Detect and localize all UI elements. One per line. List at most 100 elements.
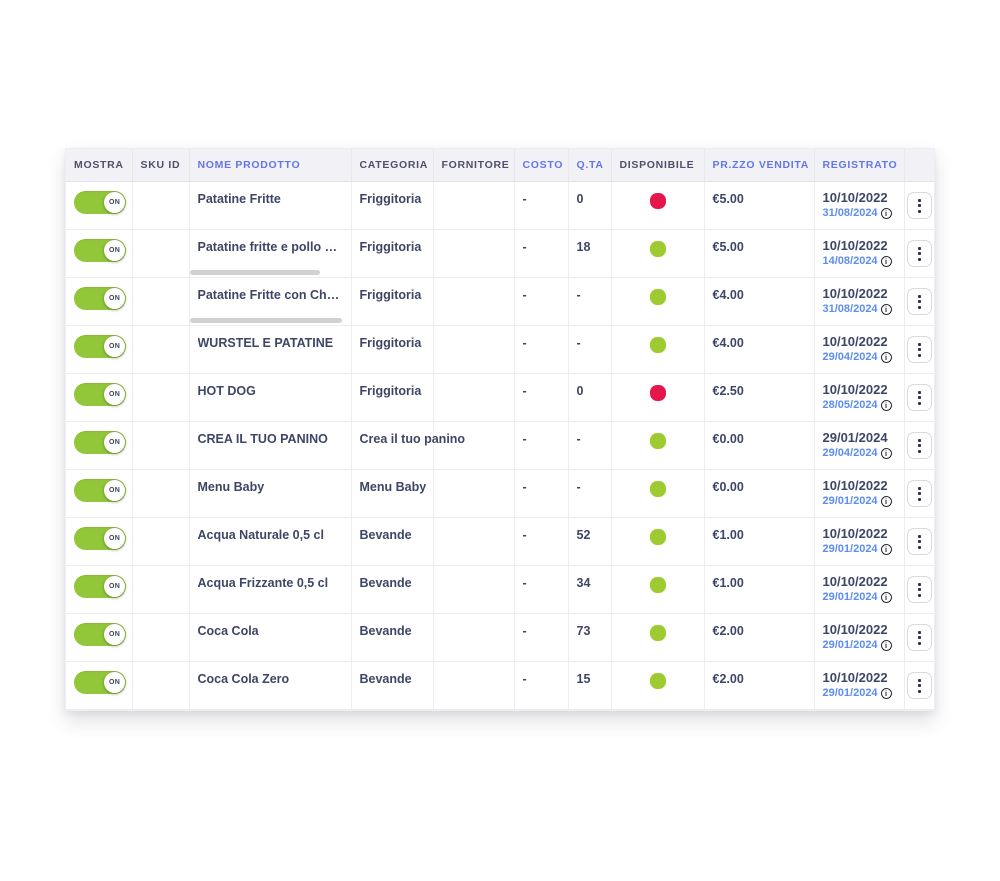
kebab-dot-icon <box>917 252 921 255</box>
info-icon[interactable]: i <box>880 495 892 507</box>
supplier-cell <box>433 277 515 326</box>
availability-dot <box>649 432 666 449</box>
kebab-dot-icon <box>917 641 921 645</box>
kebab-dot-icon <box>917 497 921 501</box>
updated-date: 29/01/2024 <box>822 543 878 556</box>
kebab-dot-icon <box>917 636 921 639</box>
show-toggle[interactable]: ON <box>74 238 126 262</box>
row-actions-button[interactable] <box>906 576 932 603</box>
cost-value: - <box>522 191 527 206</box>
row-actions-button[interactable] <box>906 432 932 459</box>
info-icon[interactable]: i <box>880 687 892 699</box>
row-actions-button[interactable] <box>906 192 932 219</box>
col-header-label: COSTO <box>522 158 564 171</box>
scrollbar-thumb[interactable] <box>189 317 342 323</box>
scrollbar-thumb[interactable] <box>189 269 320 275</box>
row-actions-button[interactable] <box>906 672 932 699</box>
info-icon[interactable]: i <box>880 255 892 267</box>
updated-date: 14/08/2024 <box>822 255 878 268</box>
cost-value: - <box>522 431 527 446</box>
kebab-dot-icon <box>917 198 921 202</box>
row-actions-button[interactable] <box>906 624 932 651</box>
quantity-cell: 15 <box>568 661 612 710</box>
toggle-on-label: ON <box>109 390 120 398</box>
row-actions-button[interactable] <box>906 480 932 507</box>
registered-date: 10/10/2022 <box>822 189 888 205</box>
registered-date: 10/10/2022 <box>822 237 888 253</box>
updated-date: 29/04/2024 <box>822 447 878 460</box>
sale-price-cell: €4.00 <box>704 277 815 326</box>
col-header-registrato[interactable]: REGISTRATO <box>814 149 905 182</box>
kebab-dot-icon <box>917 305 921 309</box>
sale-price-cell: €2.00 <box>704 661 815 710</box>
availability-cell <box>611 277 705 326</box>
show-toggle[interactable]: ON <box>74 382 126 406</box>
category-cell: Crea il tuo panino <box>351 421 465 470</box>
registered-cell: 10/10/2022 31/08/2024 i <box>814 181 905 230</box>
row-actions-button[interactable] <box>906 384 932 411</box>
col-header-label: REGISTRATO <box>822 158 898 171</box>
name-cell-scrollbar[interactable] <box>189 317 351 323</box>
sale-price-cell: €5.00 <box>704 181 815 230</box>
category-cell: Bevande <box>351 613 434 662</box>
row-actions-button[interactable] <box>906 528 932 555</box>
registered-date: 10/10/2022 <box>822 477 888 493</box>
availability-dot <box>649 480 666 497</box>
quantity-value: 52 <box>576 527 591 542</box>
show-toggle[interactable]: ON <box>74 670 126 694</box>
name-cell-scrollbar[interactable] <box>189 269 351 275</box>
info-icon[interactable]: i <box>880 303 892 315</box>
row-actions-button[interactable] <box>906 240 932 267</box>
row-actions-button[interactable] <box>906 288 932 315</box>
quantity-value: 34 <box>576 575 591 590</box>
sale-price-value: €1.00 <box>712 527 744 542</box>
col-header-pr-zzo-vendita[interactable]: PR.ZZO VENDITA <box>704 149 815 182</box>
updated-date-row: 29/01/2024 i <box>823 543 896 555</box>
kebab-dot-icon <box>917 348 921 351</box>
sku-id-cell <box>132 565 190 614</box>
show-toggle[interactable]: ON <box>74 334 126 358</box>
sku-id-cell <box>132 469 190 518</box>
info-icon[interactable]: i <box>880 207 892 219</box>
cost-value: - <box>522 671 527 686</box>
updated-date: 29/01/2024 <box>822 639 878 652</box>
kebab-dot-icon <box>917 204 921 207</box>
show-toggle[interactable]: ON <box>74 190 126 214</box>
show-toggle[interactable]: ON <box>74 622 126 646</box>
info-icon[interactable]: i <box>880 591 892 603</box>
col-header-nome-prodotto[interactable]: NOME PRODOTTO <box>189 149 352 182</box>
kebab-dot-icon <box>917 588 921 591</box>
availability-dot <box>649 384 666 401</box>
col-header-q-ta[interactable]: Q.TA <box>568 149 612 182</box>
mostra-cell: ON <box>66 373 133 422</box>
quantity-cell: - <box>568 277 612 326</box>
registered-date: 10/10/2022 <box>822 381 888 397</box>
product-name-cell: CREA IL TUO PANINO <box>189 421 352 470</box>
toggle-knob-icon: ON <box>104 623 125 645</box>
quantity-value: - <box>576 479 581 494</box>
show-toggle[interactable]: ON <box>74 478 126 502</box>
show-toggle[interactable]: ON <box>74 286 126 310</box>
show-toggle[interactable]: ON <box>74 526 126 550</box>
product-name-cell: Patatine fritte e pollo cr... <box>189 229 352 278</box>
quantity-cell: - <box>568 469 612 518</box>
kebab-dot-icon <box>917 342 921 346</box>
show-toggle[interactable]: ON <box>74 430 126 454</box>
updated-date: 29/04/2024 <box>822 351 878 364</box>
col-header-label: CATEGORIA <box>359 158 429 171</box>
sale-price-value: €2.00 <box>712 671 744 686</box>
product-name: Acqua Frizzante 0,5 cl <box>197 575 329 590</box>
col-header-costo[interactable]: COSTO <box>514 149 569 182</box>
availability-cell <box>611 421 705 470</box>
row-actions-button[interactable] <box>906 336 932 363</box>
toggle-knob-icon: ON <box>104 431 125 453</box>
info-icon[interactable]: i <box>880 447 892 459</box>
info-icon[interactable]: i <box>880 351 892 363</box>
info-icon[interactable]: i <box>880 399 892 411</box>
product-name: Patatine Fritte con Ched... <box>197 287 343 302</box>
show-toggle[interactable]: ON <box>74 574 126 598</box>
info-icon[interactable]: i <box>880 543 892 555</box>
mostra-cell: ON <box>66 421 133 470</box>
info-icon[interactable]: i <box>880 639 892 651</box>
sku-id-cell <box>132 229 190 278</box>
